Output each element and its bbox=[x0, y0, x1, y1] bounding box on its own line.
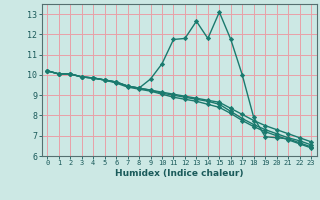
X-axis label: Humidex (Indice chaleur): Humidex (Indice chaleur) bbox=[115, 169, 244, 178]
